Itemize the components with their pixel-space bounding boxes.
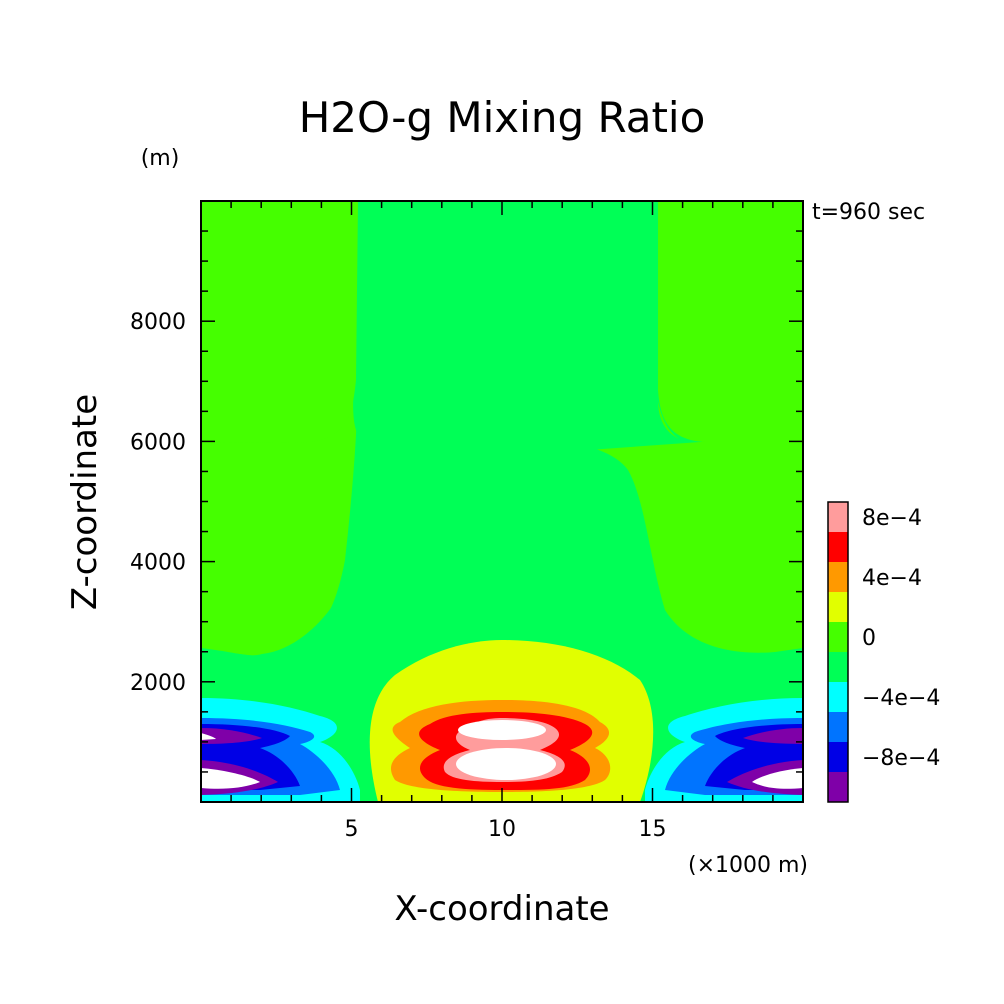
- colorbar-swatch: [828, 652, 848, 682]
- colorbar-label: −4e−4: [862, 686, 940, 711]
- region-left-white-upper: [201, 733, 216, 740]
- y-tick-label: 8000: [130, 310, 186, 335]
- colorbar-swatch: [828, 592, 848, 622]
- x-unit-label: (×1000 m): [688, 853, 808, 878]
- x-axis: 5 10 15: [230, 201, 774, 842]
- colorbar-swatch: [828, 502, 848, 532]
- region-left-purple-upper: [201, 728, 262, 744]
- region-left-white-lower: [201, 768, 260, 789]
- region-core-lower: [456, 748, 556, 780]
- region-right-notch: [658, 201, 803, 442]
- colorbar-swatch: [828, 772, 848, 802]
- x-tick-label: 15: [639, 817, 667, 842]
- y-axis-title: Z-coordinate: [65, 394, 105, 610]
- region-right-white-lower: [752, 768, 803, 789]
- region-right-purple-upper: [743, 728, 803, 744]
- colorbar-swatch: [828, 742, 848, 772]
- region-upper-column: [353, 201, 700, 466]
- colorbar-label: 8e−4: [862, 506, 922, 531]
- colorbar-swatch: [828, 562, 848, 592]
- colorbar-label: 0: [862, 626, 876, 651]
- colorbar-swatch: [828, 712, 848, 742]
- region-left-notch: [201, 201, 358, 443]
- colorbar-label: 4e−4: [862, 566, 922, 591]
- colorbar-swatch: [828, 622, 848, 652]
- region-central-body: [201, 437, 803, 802]
- y-tick-label: 6000: [130, 430, 186, 455]
- colorbar-frame: [827, 501, 849, 803]
- colorbar-label: −8e−4: [862, 746, 940, 771]
- x-tick-label: 5: [345, 817, 359, 842]
- x-axis-title: X-coordinate: [394, 889, 609, 929]
- region-core-upper: [458, 720, 546, 740]
- colorbar-swatch: [828, 682, 848, 712]
- time-annotation: t=960 sec: [812, 200, 925, 225]
- y-axis: 2000 4000 6000 8000: [130, 230, 803, 773]
- y-tick-label: 4000: [130, 551, 186, 576]
- y-unit-label: (m): [141, 146, 180, 171]
- colorbar-swatch: [828, 532, 848, 562]
- x-tick-label: 10: [488, 817, 516, 842]
- chart-title: H2O-g Mixing Ratio: [299, 93, 706, 142]
- colorbar: −8e−4 −4e−4 0 4e−4 8e−4: [827, 501, 940, 803]
- y-tick-label: 2000: [130, 671, 186, 696]
- contour-field: [201, 201, 803, 802]
